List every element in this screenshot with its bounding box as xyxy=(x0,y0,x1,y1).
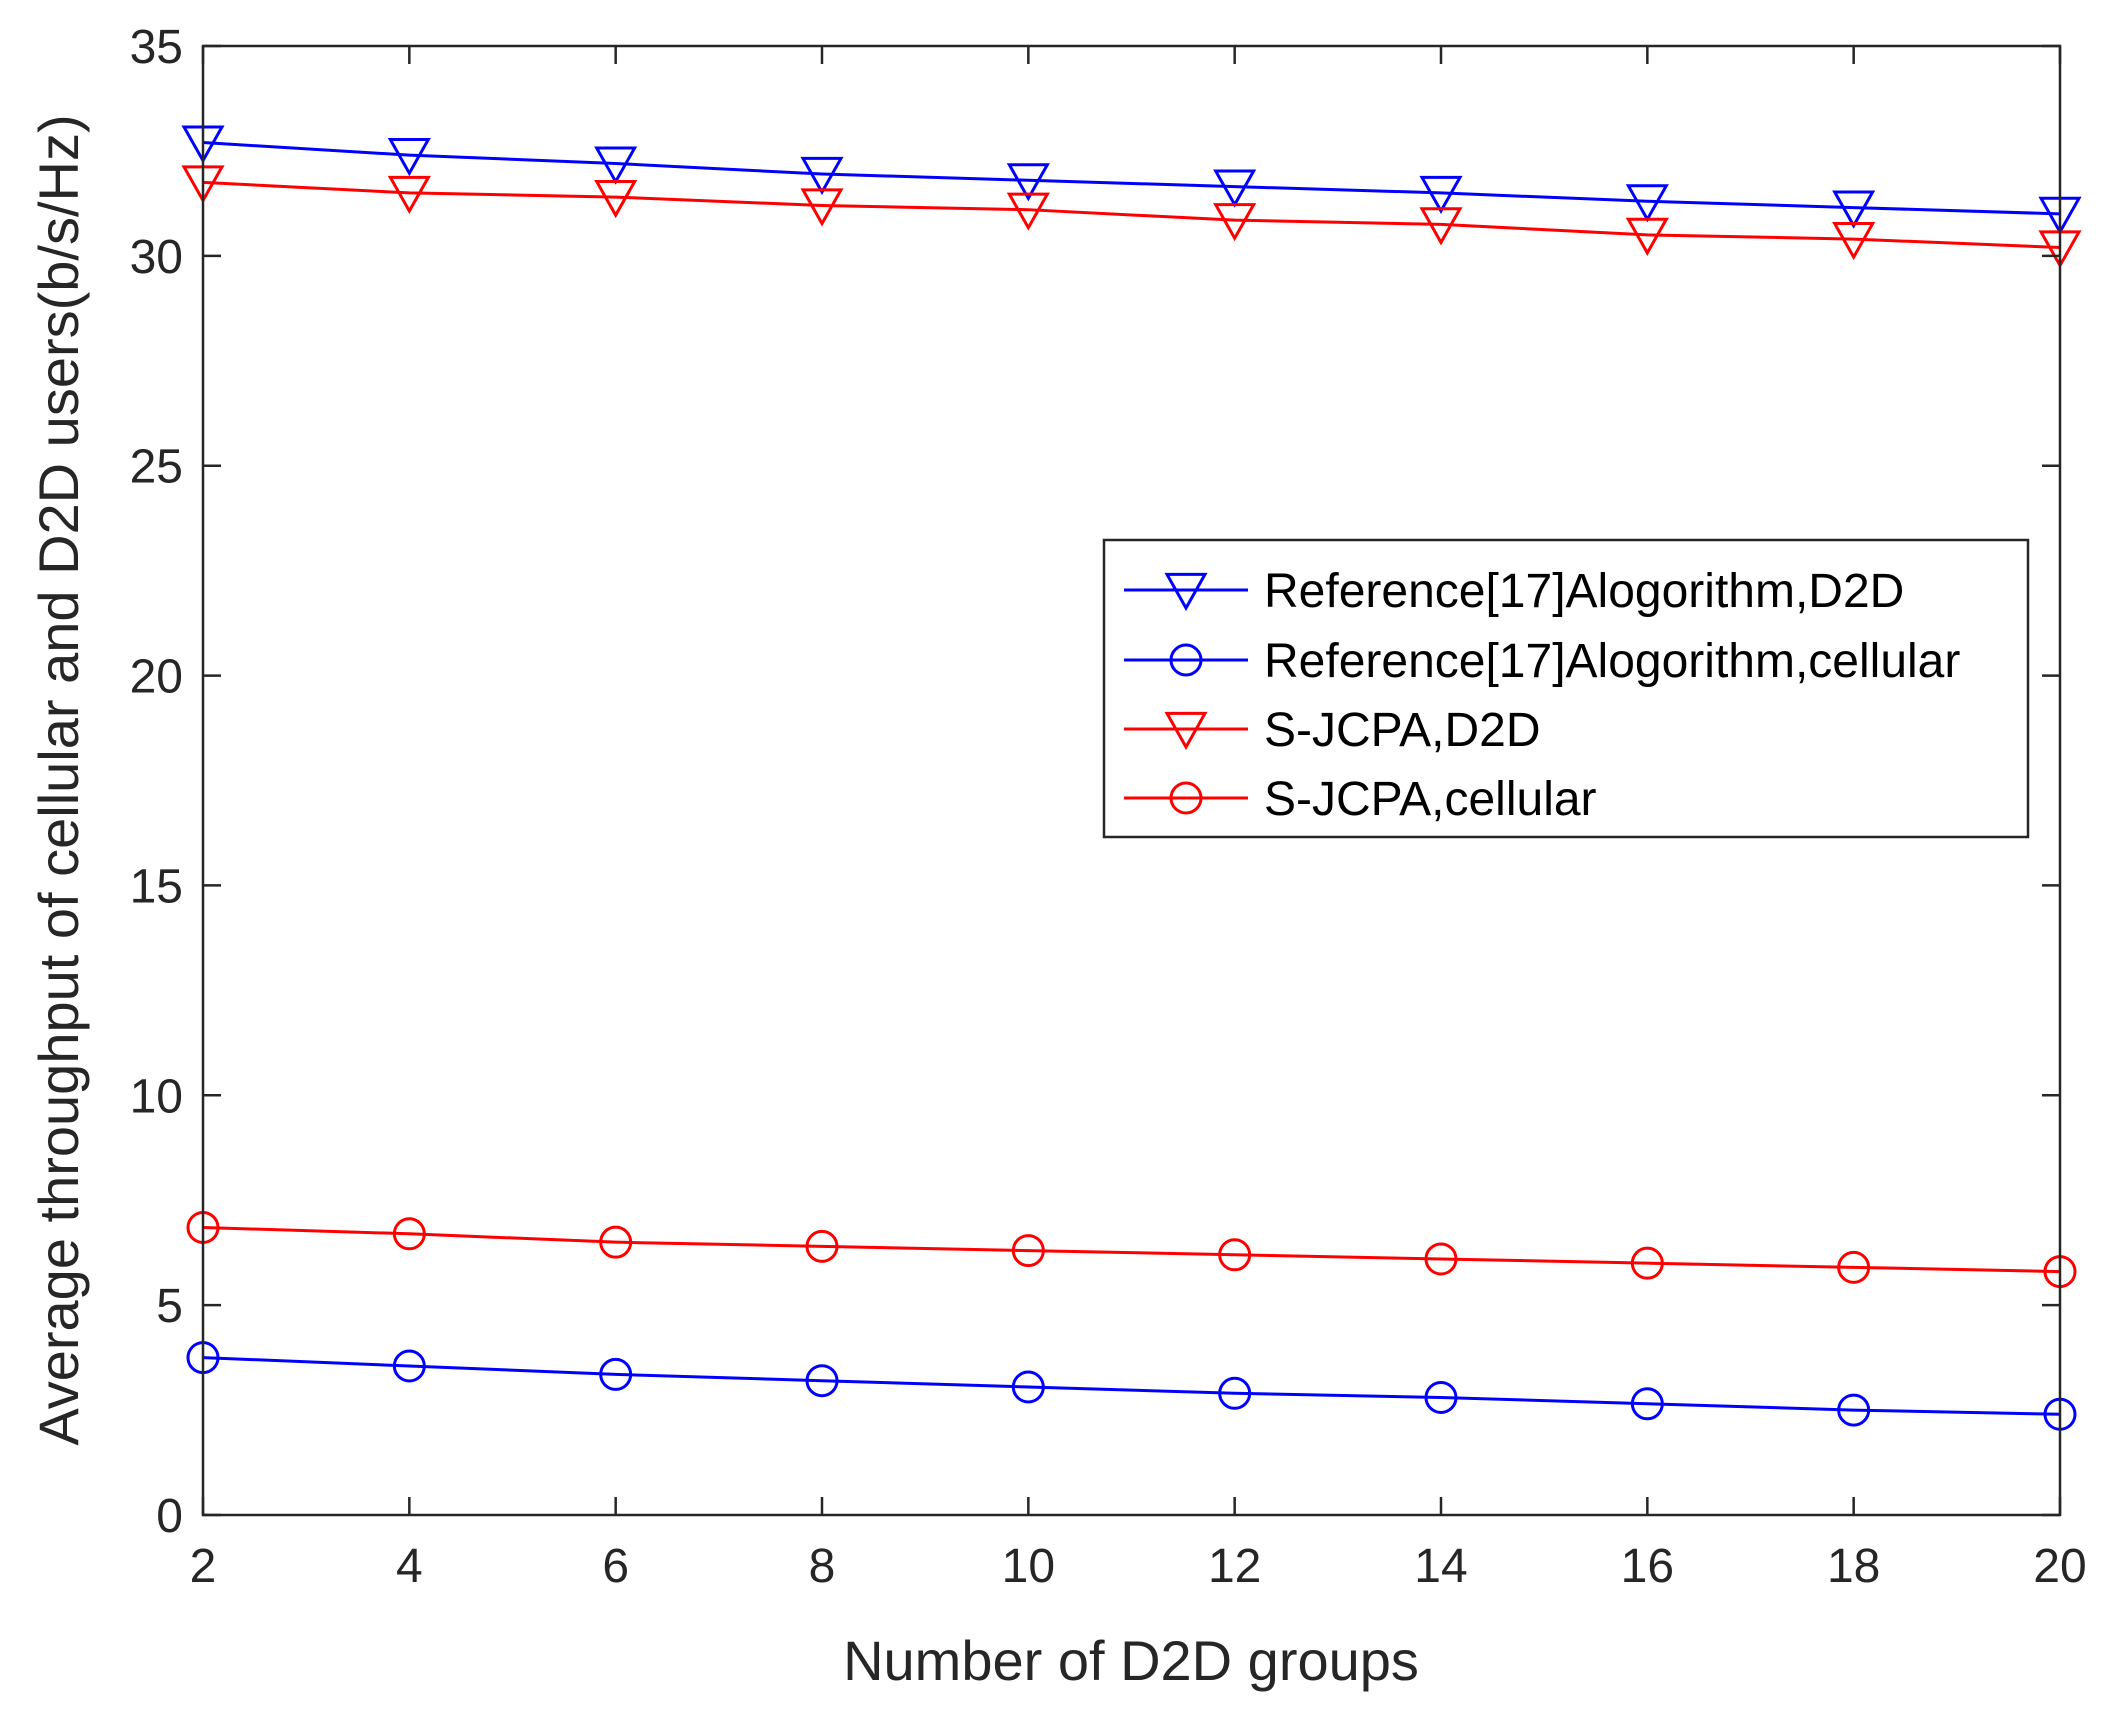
data-point xyxy=(805,1229,839,1263)
y-tick-label: 20 xyxy=(130,651,183,704)
data-point xyxy=(1006,163,1050,202)
data-point xyxy=(1006,192,1050,231)
y-tick-label: 0 xyxy=(156,1490,183,1543)
y-tick-label: 15 xyxy=(130,860,183,913)
x-tick-label: 6 xyxy=(602,1540,629,1593)
y-axis-label: Average throughput of cellular and D2D u… xyxy=(27,114,90,1445)
series-layer xyxy=(181,125,2082,1431)
series-line xyxy=(202,1356,2061,1416)
legend-box xyxy=(1102,538,2030,839)
data-point xyxy=(1213,203,1257,242)
data-point xyxy=(1837,1250,1871,1284)
y-tick-label: 30 xyxy=(130,231,183,284)
x-tick-label: 18 xyxy=(1827,1540,1880,1593)
data-point xyxy=(1424,1380,1458,1414)
data-point xyxy=(594,146,638,185)
legend-item: Reference[17]Alogorithm,cellular xyxy=(1124,635,1960,688)
legend-marker xyxy=(1164,711,1208,751)
x-tick-label: 14 xyxy=(1414,1540,1467,1593)
series-1 xyxy=(186,1341,2077,1431)
legend-label: S-JCPA,cellular xyxy=(1264,773,1597,826)
data-point xyxy=(387,175,431,214)
data-point xyxy=(599,1357,633,1391)
y-tick-label: 10 xyxy=(130,1070,183,1123)
legend-label: S-JCPA,D2D xyxy=(1264,704,1541,757)
data-point xyxy=(1419,207,1463,246)
data-point xyxy=(1837,1393,1871,1427)
data-point xyxy=(392,1217,426,1251)
data-point xyxy=(1630,1246,1664,1280)
x-tick-label: 16 xyxy=(1621,1540,1674,1593)
legend: Reference[17]Alogorithm,D2D Reference[17]… xyxy=(1102,538,2030,839)
legend-label: Reference[17]Alogorithm,cellular xyxy=(1264,635,1960,688)
legend-item: Reference[17]Alogorithm,D2D xyxy=(1124,565,1904,618)
data-point xyxy=(1625,217,1669,256)
data-point xyxy=(594,180,638,219)
data-point xyxy=(1213,169,1257,208)
x-tick-label: 2 xyxy=(190,1540,217,1593)
x-axis-label: Number of D2D groups xyxy=(843,1629,1419,1692)
data-point xyxy=(800,188,844,227)
legend-marker xyxy=(1169,781,1203,815)
data-point xyxy=(1011,1370,1045,1404)
legend-marker xyxy=(1169,643,1203,677)
data-point xyxy=(1832,221,1876,261)
data-point xyxy=(800,156,844,196)
x-tick-label: 10 xyxy=(1002,1540,1055,1593)
plot-frame xyxy=(201,44,2062,1517)
x-tick-label: 20 xyxy=(2033,1540,2086,1593)
data-point xyxy=(1424,1242,1458,1276)
data-point xyxy=(1625,184,1669,223)
x-tick-label: 4 xyxy=(396,1540,423,1593)
legend-item: S-JCPA,cellular xyxy=(1124,773,1597,826)
legend-marker xyxy=(1164,572,1208,612)
series-line xyxy=(202,1225,2061,1274)
x-tick-label: 8 xyxy=(809,1540,836,1593)
legend-item: S-JCPA,D2D xyxy=(1124,704,1541,757)
series-0 xyxy=(181,125,2082,235)
y-tick-label: 5 xyxy=(156,1280,183,1333)
data-point xyxy=(387,138,431,177)
data-point xyxy=(1218,1238,1252,1272)
data-point xyxy=(599,1225,633,1259)
data-point xyxy=(1630,1387,1664,1421)
data-point xyxy=(392,1349,426,1383)
legend-label: Reference[17]Alogorithm,D2D xyxy=(1264,565,1904,618)
series-line xyxy=(202,141,2061,216)
x-tick-label: 12 xyxy=(1208,1540,1261,1593)
data-point xyxy=(1011,1234,1045,1268)
data-point xyxy=(1419,175,1463,214)
tick-layer: 2 4 6 8 10 12 14 16 18 20 0 5 10 15 20 25 30 35 xyxy=(130,21,2087,1593)
data-point xyxy=(805,1364,839,1398)
y-tick-label: 25 xyxy=(130,441,183,494)
data-point xyxy=(1218,1376,1252,1410)
data-point xyxy=(1832,190,1876,229)
y-tick-label: 35 xyxy=(130,21,183,74)
series-line xyxy=(202,180,2061,249)
